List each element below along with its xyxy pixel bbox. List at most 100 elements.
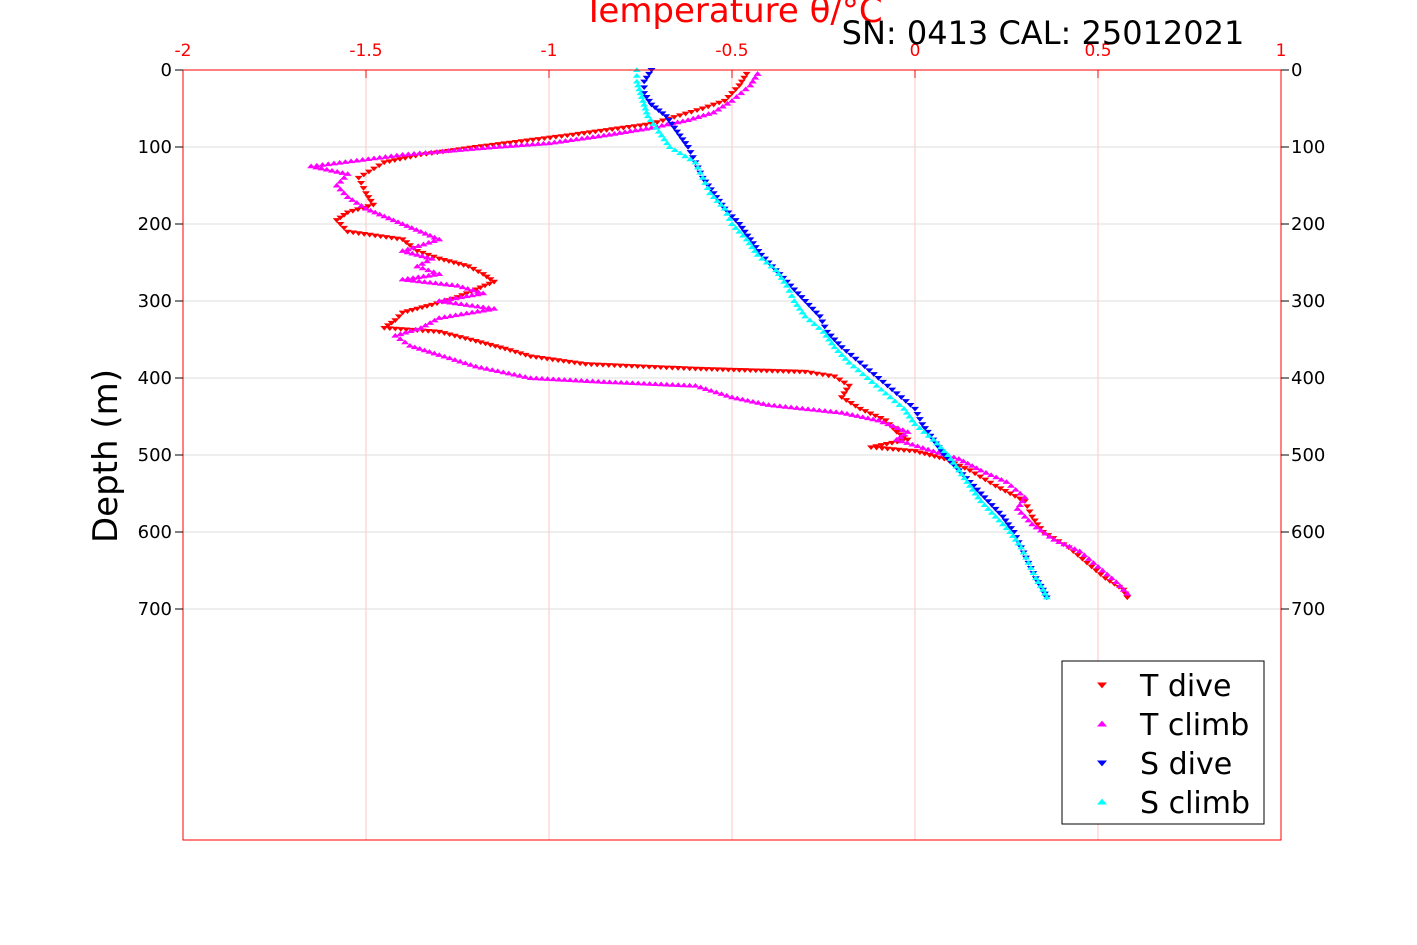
data-point <box>915 450 924 456</box>
data-point <box>840 391 849 397</box>
data-point <box>340 175 349 180</box>
data-point <box>353 207 362 213</box>
data-point <box>1020 513 1029 519</box>
data-point <box>490 306 499 311</box>
data-point <box>837 352 846 357</box>
data-point <box>735 229 744 234</box>
data-point <box>787 293 796 298</box>
data-point <box>598 362 607 368</box>
x-axis-label: Temperature θ/°C <box>582 0 882 31</box>
data-point <box>986 480 995 486</box>
data-point <box>450 357 459 362</box>
data-point <box>628 380 637 386</box>
y-tick-label-left: 0 <box>161 60 172 81</box>
data-point <box>366 207 375 213</box>
data-point <box>834 341 843 347</box>
data-point <box>593 362 602 368</box>
data-point <box>496 345 505 351</box>
data-point <box>423 304 431 309</box>
data-point <box>347 158 356 164</box>
data-point <box>405 243 414 248</box>
data-point <box>740 75 749 81</box>
data-point <box>759 401 768 406</box>
data-point <box>402 327 411 333</box>
data-point <box>723 211 732 216</box>
data-point <box>336 222 345 227</box>
data-point <box>534 141 543 146</box>
data-point <box>754 248 763 254</box>
y-tick-label-right: 400 <box>1291 368 1325 389</box>
data-point <box>380 213 389 219</box>
data-point <box>423 258 431 264</box>
data-point <box>473 303 482 309</box>
data-point <box>996 486 1005 492</box>
data-point <box>797 295 806 300</box>
data-point <box>456 335 465 340</box>
data-point <box>1092 568 1101 574</box>
data-point <box>1004 522 1013 527</box>
data-point <box>991 483 1000 489</box>
data-point <box>419 241 428 247</box>
data-point <box>491 344 500 349</box>
data-point <box>385 326 394 332</box>
data-point <box>685 366 694 372</box>
data-point <box>905 448 914 454</box>
data-point <box>1112 579 1121 585</box>
data-point <box>437 281 446 286</box>
data-point <box>435 352 444 357</box>
data-point <box>775 403 784 409</box>
x-tick-label: -1 <box>541 41 558 61</box>
data-point <box>517 139 526 144</box>
data-point <box>494 142 503 147</box>
data-point <box>479 290 488 296</box>
data-point <box>874 376 883 381</box>
data-point <box>798 309 807 315</box>
data-point <box>480 283 489 289</box>
data-point <box>976 498 985 504</box>
data-point <box>980 502 989 508</box>
data-point <box>1018 498 1027 504</box>
data-point <box>404 151 413 157</box>
data-point <box>872 383 881 388</box>
data-point <box>883 446 892 452</box>
data-point <box>440 353 449 359</box>
data-point <box>622 363 631 369</box>
data-point <box>740 229 749 235</box>
data-point <box>634 380 643 386</box>
data-point <box>398 221 407 226</box>
data-point <box>515 372 524 378</box>
data-point <box>424 272 433 278</box>
data-point <box>1080 552 1089 558</box>
data-point <box>929 448 938 454</box>
data-point <box>384 215 393 221</box>
data-point <box>712 389 721 395</box>
data-point <box>466 337 475 343</box>
data-point <box>715 100 724 106</box>
data-point <box>987 472 996 477</box>
data-point <box>874 417 883 423</box>
data-point <box>723 100 732 106</box>
data-point <box>634 82 643 88</box>
data-point <box>674 382 683 387</box>
data-point <box>934 449 943 455</box>
data-point <box>863 415 872 421</box>
data-point <box>720 205 729 211</box>
chart-title: SN: 0413 CAL: 25012021 <box>842 14 1245 52</box>
data-point <box>1022 554 1031 560</box>
data-point <box>842 387 851 393</box>
data-point <box>858 414 867 420</box>
data-point <box>500 141 509 147</box>
data-point <box>900 406 909 411</box>
data-point <box>411 326 420 332</box>
data-point <box>696 384 705 390</box>
data-point <box>637 94 646 99</box>
data-point <box>982 470 991 475</box>
data-point <box>354 175 363 181</box>
data-point <box>409 244 418 250</box>
data-point <box>430 350 439 356</box>
data-point <box>668 382 677 387</box>
data-point <box>640 91 649 96</box>
data-point <box>396 327 405 332</box>
data-point <box>731 87 740 92</box>
data-point <box>652 125 661 130</box>
